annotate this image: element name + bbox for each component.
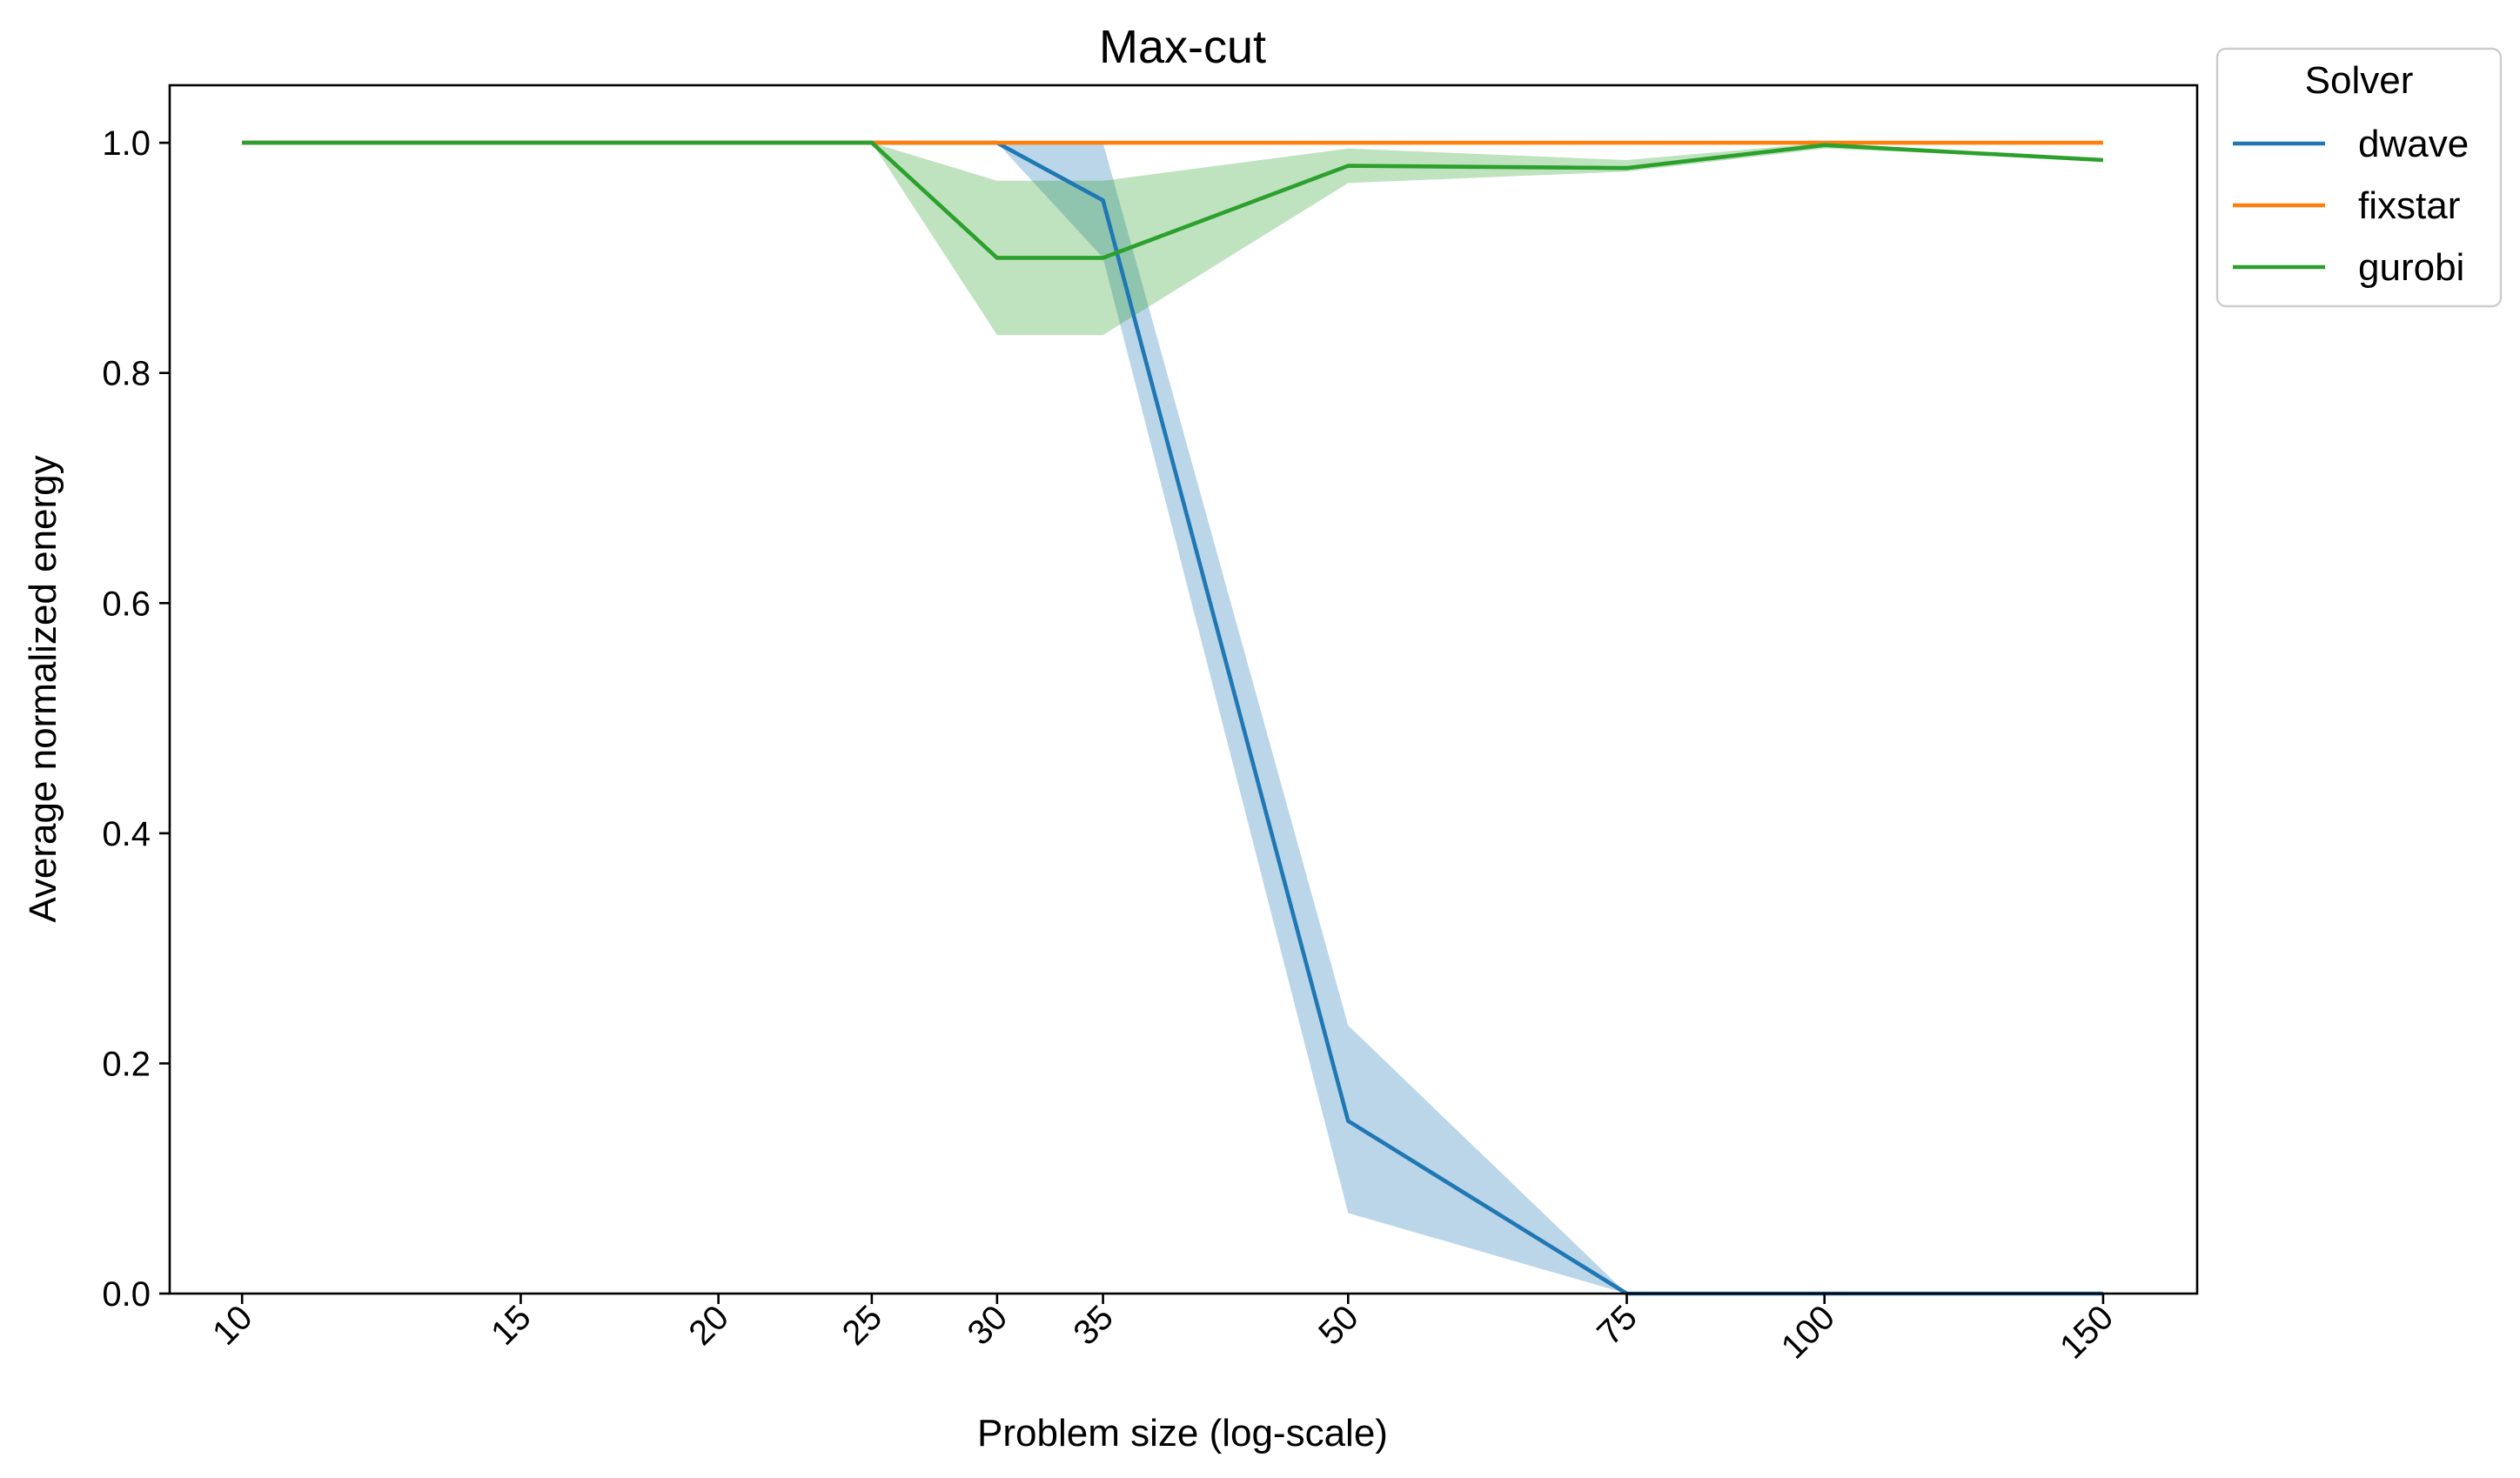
legend-box	[2215, 47, 2503, 308]
legend-label-dwave: dwave	[2358, 123, 2469, 165]
legend-label-gurobi: gurobi	[2358, 246, 2464, 289]
legend-title: Solver	[2305, 59, 2414, 102]
y-tick-label: 0.2	[102, 1045, 151, 1083]
y-tick-label: 1.0	[102, 124, 151, 163]
legend-items: dwave fixstar gurobi	[2233, 123, 2469, 289]
plot-area-frame	[168, 84, 2199, 1295]
y-tick-label: 0.4	[102, 815, 151, 853]
confidence-bands	[242, 143, 2103, 1294]
y-tick-label: 0.0	[102, 1275, 151, 1314]
y-axis: 0.0 0.2 0.4 0.6 0.8 1.0	[102, 124, 170, 1314]
legend-label-fixstar: fixstar	[2358, 184, 2460, 227]
y-tick-label: 0.8	[102, 355, 151, 393]
line-gurobi	[242, 140, 2104, 260]
y-axis-label: Average normalized energy	[22, 455, 64, 922]
band-gurobi	[242, 143, 2103, 336]
legend: Solver dwave fixstar gurobi	[2215, 47, 2503, 308]
y-tick-label: 0.6	[102, 585, 151, 623]
chart-title: Max-cut	[1099, 21, 1266, 73]
x-axis-label: Problem size (log-scale)	[977, 1412, 1388, 1455]
